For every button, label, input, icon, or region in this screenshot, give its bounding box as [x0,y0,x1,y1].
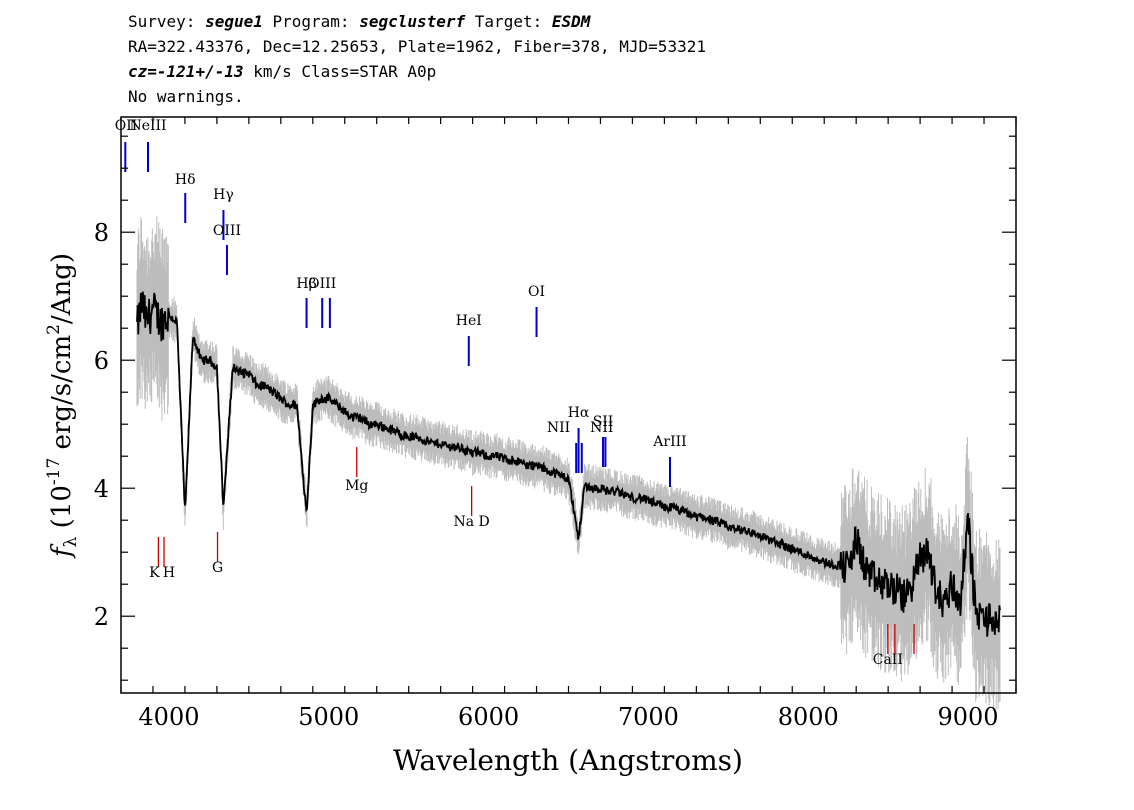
error-band-layer [136,215,1001,711]
program-value: segclusterf [359,12,466,31]
survey-label: Survey: [128,12,206,31]
label-G: G [212,560,223,576]
survey-value: segue1 [205,12,263,31]
ticks-layer: 4000 5000 6000 7000 8000 9000 2 4 6 8 [94,117,1017,731]
label-ArIII: ArIII [652,434,686,450]
y-tick-label: 8 [94,219,109,247]
x-tick-label: 9000 [938,703,999,731]
label-H-gamma: Hγ [213,187,234,203]
program-label: Program: [262,12,360,31]
flux-layer [136,291,1001,637]
y-tick-label: 4 [94,475,109,503]
y-tick-label: 2 [94,603,109,631]
y-tick-label: 6 [94,347,109,375]
x-tick-label: 5000 [298,703,359,731]
header-line-3: cz=-121+/-13 km/s Class=STAR A0p [128,62,436,81]
label-OIII: OIII [308,276,336,292]
target-label: Target: [465,12,552,31]
label-H: H [163,565,175,581]
y-label-units: erg/s/cm [47,335,77,458]
label-CaII-8498: CaII [873,652,903,668]
target-value: ESDM [551,12,591,31]
label-HeI: HeI [456,313,482,329]
label-SII-6716: SII [593,414,614,430]
label-NII-6583: NII [590,420,613,436]
label-Na-D: Na D [454,514,490,530]
x-tick-label: 4000 [138,703,199,731]
label-K: K [149,565,160,581]
y-label-exp2: 2 [44,324,64,335]
label-H-delta: Hδ [175,172,196,188]
x-axis-label: Wavelength (Angstroms) [393,744,743,777]
x-tick-label: 6000 [458,703,519,731]
x-tick-label: 7000 [618,703,679,731]
cz-label: cz= [128,62,157,81]
label-Mg: Mg [345,478,368,494]
y-label-rest: (10 [47,485,77,537]
cz-value: -121+/-13 [156,62,244,81]
class-text: km/s Class=STAR A0p [243,62,437,81]
header-line-2: RA=322.43376, Dec=12.25653, Plate=1962, … [128,37,706,56]
y-label-exp: -17 [44,458,64,485]
y-label-sub: λ [61,536,81,547]
label-OI: OI [528,284,545,300]
label-H-beta: Hβ [296,276,316,292]
x-tick-label: 8000 [778,703,839,731]
y-label-tail: /Ang) [47,253,77,324]
label-NeIII: NeIII [129,118,166,134]
label-H-alpha: Hα [568,405,590,421]
label-NII-6548: NII [547,420,570,436]
header-line-4: No warnings. [128,87,244,106]
flux-line [136,291,1001,637]
line-markers-layer: OIINeIIIHδHγOIIIHβOIIIHeIOINIIHαNIISIIAr… [115,118,915,668]
header-line-1: Survey: segue1 Program: segclusterf Targ… [128,12,590,31]
label-OIII-4363: OIII [213,223,241,239]
y-axis-label: fλ (10-17 erg/s/cm2/Ang) [44,253,81,559]
